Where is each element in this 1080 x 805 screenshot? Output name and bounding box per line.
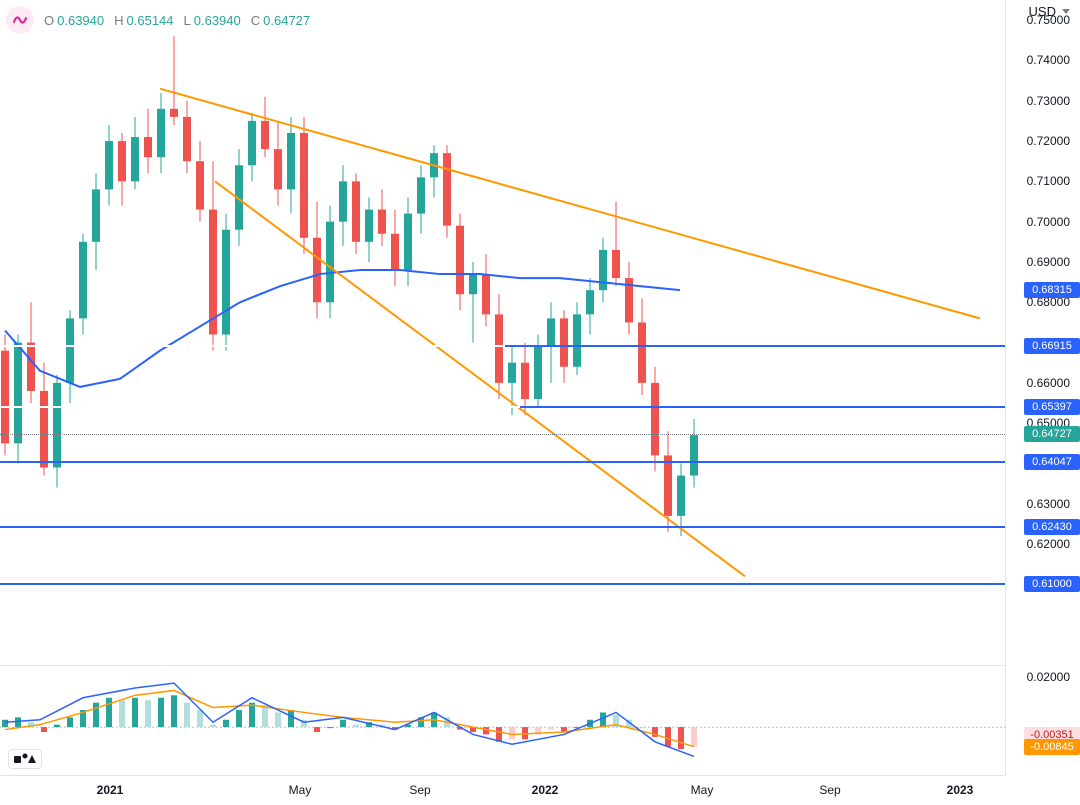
price-tag[interactable]: 0.66915 bbox=[1024, 338, 1080, 354]
support-resistance-line[interactable] bbox=[0, 526, 1005, 528]
price-tag[interactable]: 0.64727 bbox=[1024, 426, 1080, 442]
price-tick: 0.63000 bbox=[1027, 497, 1070, 511]
indicator-tick: 0.02000 bbox=[1027, 670, 1070, 684]
time-tick: 2021 bbox=[97, 783, 124, 797]
price-tick: 0.66000 bbox=[1027, 376, 1070, 390]
time-tick: 2022 bbox=[532, 783, 559, 797]
ohlc-readout: O0.63940 H0.65144 L0.63940 C0.64727 bbox=[44, 13, 310, 28]
price-tag[interactable]: 0.64047 bbox=[1024, 454, 1080, 470]
ohlc-open-value: 0.63940 bbox=[57, 13, 104, 28]
ohlc-high-value: 0.65144 bbox=[127, 13, 174, 28]
macd-pane[interactable] bbox=[0, 665, 1005, 775]
price-tag[interactable]: 0.65397 bbox=[1024, 399, 1080, 415]
price-tick: 0.62000 bbox=[1027, 537, 1070, 551]
tradingview-logo-icon[interactable] bbox=[8, 749, 42, 769]
price-axis[interactable]: 0.750000.740000.730000.720000.710000.700… bbox=[1005, 0, 1080, 665]
currency-selector[interactable]: USD bbox=[1029, 4, 1070, 19]
price-tag[interactable]: 0.68315 bbox=[1024, 282, 1080, 298]
top-bar: O0.63940 H0.65144 L0.63940 C0.64727 bbox=[6, 6, 310, 34]
price-tick: 0.71000 bbox=[1027, 174, 1070, 188]
time-axis[interactable]: 2021 May Sep 2022 May Sep 2023 bbox=[0, 775, 1005, 803]
chart-container: O0.63940 H0.65144 L0.63940 C0.64727 USD … bbox=[0, 0, 1080, 805]
price-tick: 0.74000 bbox=[1027, 53, 1070, 67]
price-tag[interactable]: 0.61000 bbox=[1024, 576, 1080, 592]
price-chart[interactable] bbox=[0, 0, 1005, 665]
ohlc-high-label: H bbox=[114, 13, 123, 28]
ohlc-close-label: C bbox=[251, 13, 260, 28]
support-resistance-line[interactable] bbox=[0, 583, 1005, 585]
price-tick: 0.72000 bbox=[1027, 134, 1070, 148]
macd-axis[interactable]: 0.02000-0.00351-0.00845 bbox=[1005, 665, 1080, 775]
time-tick: May bbox=[691, 783, 714, 797]
price-tick: 0.70000 bbox=[1027, 215, 1070, 229]
currency-label: USD bbox=[1029, 4, 1056, 19]
indicator-tag: -0.00845 bbox=[1024, 739, 1080, 755]
macd-plot bbox=[0, 666, 1005, 776]
support-resistance-line[interactable] bbox=[0, 461, 1005, 463]
price-tick: 0.73000 bbox=[1027, 94, 1070, 108]
time-tick: 2023 bbox=[947, 783, 974, 797]
time-tick: Sep bbox=[409, 783, 430, 797]
ohlc-low-value: 0.63940 bbox=[194, 13, 241, 28]
price-tag[interactable]: 0.62430 bbox=[1024, 519, 1080, 535]
ohlc-open-label: O bbox=[44, 13, 54, 28]
time-tick: Sep bbox=[819, 783, 840, 797]
price-tick: 0.69000 bbox=[1027, 255, 1070, 269]
chevron-down-icon bbox=[1062, 9, 1070, 14]
current-price-line bbox=[0, 434, 1005, 435]
symbol-logo-icon[interactable] bbox=[6, 6, 34, 34]
time-tick: May bbox=[289, 783, 312, 797]
ohlc-close-value: 0.64727 bbox=[263, 13, 310, 28]
ohlc-low-label: L bbox=[184, 13, 191, 28]
